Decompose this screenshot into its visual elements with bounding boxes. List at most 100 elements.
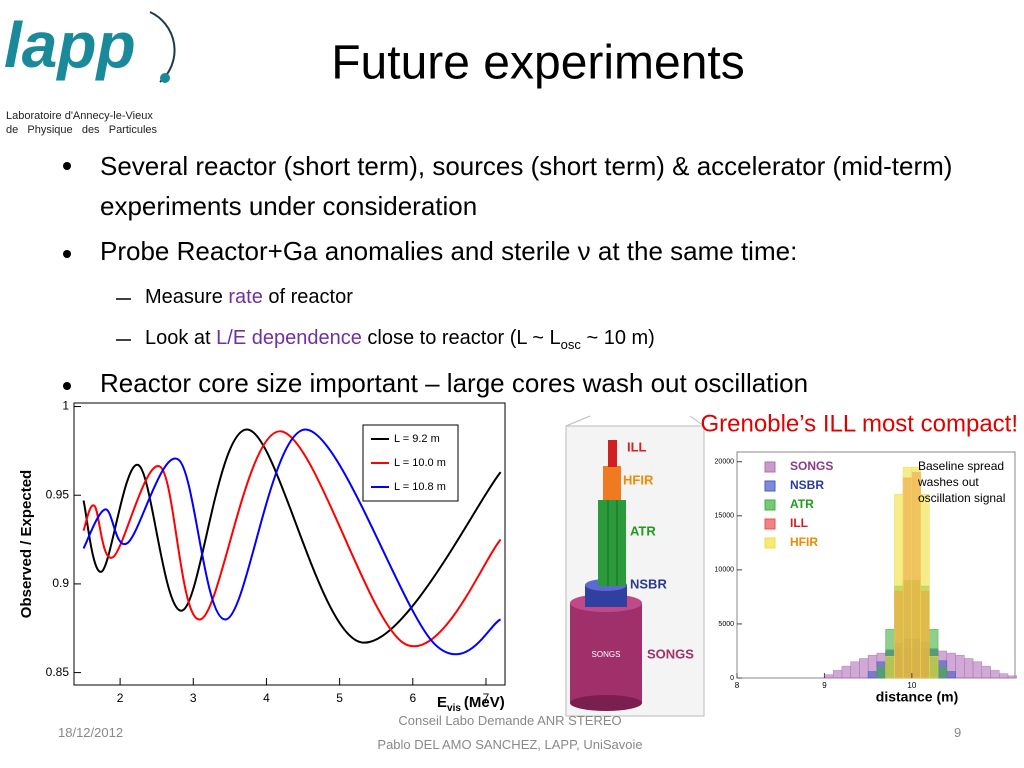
core-songs bbox=[570, 695, 642, 711]
series-line bbox=[82, 428, 502, 656]
core-atr bbox=[598, 500, 626, 586]
y-tick-label: 0.85 bbox=[46, 665, 70, 679]
footer-date: 18/12/2012 bbox=[58, 725, 124, 740]
histogram-bar bbox=[937, 666, 948, 679]
x-axis-label-part: E bbox=[437, 694, 447, 711]
histogram-bar bbox=[850, 661, 860, 679]
x-axis-label: Evis (MeV) bbox=[437, 694, 505, 714]
y-axis-label: Observed / Expected bbox=[18, 470, 35, 618]
bullet-text: Probe Reactor+Ga anomalies and sterile ν… bbox=[100, 236, 798, 266]
histogram-bar bbox=[867, 671, 878, 679]
histogram-chart: SONGS NSBR ATR ILL HFIR 0 5000 10000 15000 20000 8… bbox=[715, 451, 1017, 705]
bullet bbox=[63, 250, 71, 258]
slide-title: Future experiments bbox=[331, 37, 745, 90]
legend-label: NSBR bbox=[790, 478, 824, 492]
x-tick-label: 10 bbox=[907, 681, 916, 690]
legend-label: L = 9.2 m bbox=[394, 433, 440, 445]
callout: Grenoble’s ILL most compact! bbox=[701, 410, 1018, 437]
x-tick-label: 8 bbox=[735, 681, 740, 690]
core-label: NSBR bbox=[630, 576, 667, 591]
y-tick-label: 0 bbox=[730, 675, 734, 682]
bullet-text: Several reactor (short term), sources (s… bbox=[100, 146, 1000, 226]
legend-label: SONGS bbox=[790, 459, 833, 473]
sub-bullet: Look at L/E dependence close to reactor … bbox=[145, 327, 655, 352]
legend-label: HFIR bbox=[790, 535, 818, 549]
core-hfir bbox=[603, 466, 621, 500]
text: of reactor bbox=[262, 286, 353, 308]
footer-line: Pablo DEL AMO SANCHEZ, LAPP, UniSavoie bbox=[377, 737, 643, 752]
y-tick-label: 1 bbox=[62, 399, 69, 413]
histogram-bar bbox=[876, 666, 886, 679]
text: Several reactor (short term), sources (s… bbox=[100, 151, 953, 221]
annotation: oscillation signal bbox=[918, 491, 1005, 505]
core-inner-label: SONGS bbox=[592, 650, 621, 659]
core-songs bbox=[570, 603, 642, 703]
y-tick-label: 15000 bbox=[715, 513, 735, 520]
histogram-bar bbox=[999, 673, 1009, 679]
y-tick-label: 20000 bbox=[715, 459, 735, 466]
y-tick-label: 0.9 bbox=[52, 576, 69, 590]
legend-swatch bbox=[764, 480, 776, 492]
bullet bbox=[63, 162, 71, 170]
x-tick-label: 5 bbox=[336, 691, 343, 705]
histogram-bar bbox=[981, 665, 991, 679]
y-tick-label: 0.95 bbox=[46, 487, 70, 501]
x-axis-label: distance (m) bbox=[876, 689, 958, 705]
histogram-bar bbox=[902, 466, 913, 679]
x-tick-label: 4 bbox=[263, 691, 270, 705]
x-axis-label-part: vis bbox=[447, 703, 461, 714]
histogram-bar bbox=[885, 656, 895, 679]
plot-frame bbox=[736, 451, 1016, 679]
plot-frame bbox=[73, 402, 506, 686]
histogram-bar bbox=[990, 670, 1000, 679]
highlight: rate bbox=[228, 286, 263, 308]
annotation: washes out bbox=[917, 475, 979, 489]
x-tick-label: 9 bbox=[822, 681, 827, 690]
legend-label: ATR bbox=[790, 497, 814, 511]
y-tick-label: 10000 bbox=[715, 567, 735, 574]
core-box-edge bbox=[565, 415, 591, 427]
annotation: Baseline spread bbox=[918, 459, 1004, 473]
histogram-bar bbox=[894, 493, 904, 679]
legend-label: ILL bbox=[790, 516, 808, 530]
core-box-edge bbox=[689, 415, 705, 427]
histogram-bar bbox=[920, 493, 930, 679]
core-nsbr bbox=[585, 585, 627, 607]
core-label: ILL bbox=[627, 439, 647, 454]
line-chart: 0.85 0.9 0.95 1 2 3 4 5 6 7 Observed / Expected Evi… bbox=[18, 399, 506, 714]
legend-swatch bbox=[764, 461, 776, 473]
highlight: L/E dependence bbox=[216, 327, 362, 349]
text: Look at bbox=[145, 327, 217, 349]
x-tick-label: 2 bbox=[117, 691, 124, 705]
text: close to reactor (L ~ L bbox=[361, 327, 561, 349]
series-line bbox=[82, 430, 502, 648]
footer-line: Conseil Labo Demande ANR STEREO bbox=[398, 713, 622, 728]
logo-line: Laboratoire d'Annecy-le-Vieux bbox=[6, 110, 153, 122]
logo-line: de Physique des Particules bbox=[6, 124, 158, 136]
x-tick-label: 3 bbox=[190, 691, 197, 705]
logo-dot bbox=[160, 73, 170, 83]
histogram-bar bbox=[946, 671, 956, 679]
histogram-bar bbox=[832, 670, 843, 679]
sub-bullet: Measure rate of reactor bbox=[145, 286, 353, 309]
core-drawing: SONGS ILL HFIR ATR NSBR SONGS bbox=[565, 415, 705, 717]
x-axis-label-part: (MeV) bbox=[464, 694, 505, 711]
core-label: SONGS bbox=[647, 646, 694, 661]
logo-arc bbox=[149, 11, 176, 83]
core-label: HFIR bbox=[623, 472, 654, 487]
histogram-bar bbox=[1007, 675, 1017, 679]
bullet bbox=[63, 382, 71, 390]
legend-swatch bbox=[764, 499, 776, 511]
logo-mark: lapp bbox=[4, 9, 136, 81]
histogram-bar bbox=[972, 661, 983, 679]
histogram-bar bbox=[824, 674, 834, 679]
histogram-bar bbox=[929, 656, 939, 679]
text: Measure bbox=[145, 286, 229, 308]
histogram-bar bbox=[859, 658, 869, 679]
histogram-bar bbox=[841, 665, 851, 679]
series-line bbox=[82, 428, 502, 644]
page-number: 9 bbox=[954, 725, 962, 740]
histogram-bar bbox=[964, 658, 974, 679]
